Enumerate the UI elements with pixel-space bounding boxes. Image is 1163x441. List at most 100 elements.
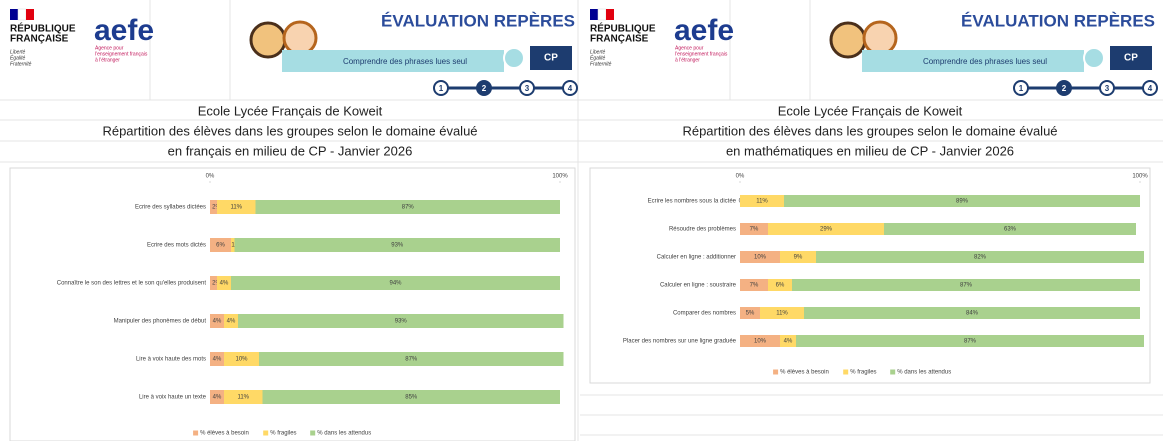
flag-white: [598, 9, 606, 20]
data-label: 93%: [391, 243, 404, 249]
legend-label: % élèves à besoin: [200, 431, 249, 437]
y-tick-label: Placer des nombres sur une ligne graduée: [623, 339, 737, 345]
legend-swatch: [773, 370, 778, 375]
legend-label: % dans les attendus: [317, 431, 371, 437]
level-text: CP: [1124, 53, 1138, 64]
data-label: 94%: [389, 281, 402, 287]
data-label: 6%: [216, 243, 225, 249]
data-label: 87%: [402, 205, 415, 211]
level-text: CP: [544, 53, 558, 64]
data-label: 10%: [754, 255, 767, 261]
data-label: 10%: [754, 339, 767, 345]
data-label: 5%: [746, 311, 755, 317]
legend-label: % fragiles: [270, 431, 296, 437]
data-label: 82%: [974, 255, 987, 261]
legend-label: % fragiles: [850, 370, 876, 376]
banner-text: Comprendre des phrases lues seul: [343, 57, 467, 66]
chart-title: Répartition des élèves dans les groupes …: [682, 123, 1057, 138]
illustration: [284, 22, 316, 54]
icon: [1084, 48, 1104, 68]
step-number: 4: [1148, 84, 1153, 93]
data-label: 63%: [1004, 227, 1017, 233]
data-label: 11%: [230, 205, 242, 211]
legend-label: % dans les attendus: [897, 370, 951, 376]
data-label: 93%: [395, 319, 408, 325]
y-tick-label: Ecrire des mots dictés: [147, 243, 206, 249]
data-label: 4%: [220, 281, 229, 287]
data-label: 11%: [237, 395, 249, 401]
step-number: 1: [439, 84, 444, 93]
y-tick-label: Calculer en ligne : additionner: [657, 255, 736, 261]
illustration: [864, 22, 896, 54]
y-tick-label: Ecrire les nombres sous la dictée: [648, 199, 737, 205]
step-number: 2: [482, 84, 487, 93]
flag-white: [18, 9, 26, 20]
icon: [504, 48, 524, 68]
data-label: 85%: [405, 395, 418, 401]
x-tick-label: 0%: [736, 174, 745, 180]
y-tick-label: Lire à voix haute un texte: [139, 395, 207, 401]
y-tick-label: Résoudre des problèmes: [669, 227, 736, 233]
data-label: 87%: [964, 339, 977, 345]
flag-red: [606, 9, 614, 20]
motto-text: Égalité: [590, 54, 606, 61]
illustration: [251, 23, 285, 57]
data-label: 4%: [213, 319, 222, 325]
logo: aefe: [674, 14, 734, 47]
legend-swatch: [263, 431, 268, 436]
republic-text: FRANÇAISE: [10, 34, 69, 45]
y-tick-label: Connaître le son des lettres et le son q…: [57, 281, 207, 287]
data-label: 89%: [956, 199, 969, 205]
flag-blue: [590, 9, 598, 20]
x-tick-label: 100%: [1132, 174, 1148, 180]
data-label: 11%: [756, 199, 768, 205]
republic-text: FRANÇAISE: [590, 34, 649, 45]
school-name: Ecole Lycée Français de Koweit: [198, 103, 383, 118]
y-tick-label: Calculer en ligne : soustraire: [660, 283, 737, 289]
heading: ÉVALUATION REPÈRES: [961, 11, 1155, 30]
school-name: Ecole Lycée Français de Koweit: [778, 103, 963, 118]
data-label: 6%: [776, 283, 785, 289]
motto-text: Égalité: [10, 54, 26, 61]
data-label: 11%: [776, 311, 788, 317]
data-label: 9%: [794, 255, 803, 261]
x-tick-label: 0%: [206, 174, 215, 180]
legend-swatch: [310, 431, 315, 436]
data-label: 4%: [784, 339, 793, 345]
data-label: 4%: [213, 395, 222, 401]
flag-blue: [10, 9, 18, 20]
motto-text: Fraternité: [590, 61, 612, 67]
data-label: 10%: [235, 357, 248, 363]
y-tick-label: Comparer des nombres: [673, 311, 736, 317]
data-label: 29%: [820, 227, 833, 233]
logo: aefe: [94, 14, 154, 47]
step-number: 3: [525, 84, 530, 93]
legend-swatch: [890, 370, 895, 375]
legend-label: % élèves à besoin: [780, 370, 829, 376]
y-tick-label: Manipuler des phonèmes de début: [114, 319, 207, 325]
data-label: 7%: [750, 227, 759, 233]
legend-swatch: [843, 370, 848, 375]
banner-text: Comprendre des phrases lues seul: [923, 57, 1047, 66]
agency-text: à l'étranger: [675, 57, 700, 63]
data-label: 87%: [405, 357, 418, 363]
heading: ÉVALUATION REPÈRES: [381, 11, 575, 30]
y-tick-label: Ecrire des syllabes dictées: [135, 205, 206, 211]
data-label: 4%: [227, 319, 236, 325]
data-label: 87%: [960, 283, 973, 289]
step-number: 2: [1062, 84, 1067, 93]
illustration: [831, 23, 865, 57]
legend-swatch: [193, 431, 198, 436]
chart-title: en mathématiques en milieu de CP - Janvi…: [726, 143, 1014, 158]
data-label: 84%: [966, 311, 979, 317]
flag-red: [26, 9, 34, 20]
step-number: 4: [568, 84, 573, 93]
x-tick-label: 100%: [552, 174, 568, 180]
agency-text: à l'étranger: [95, 57, 120, 63]
step-number: 3: [1105, 84, 1110, 93]
chart-title: Répartition des élèves dans les groupes …: [102, 123, 477, 138]
y-tick-label: Lire à voix haute des mots: [136, 357, 206, 363]
data-label: 4%: [213, 357, 222, 363]
data-label: 7%: [750, 283, 759, 289]
chart-title: en français en milieu de CP - Janvier 20…: [168, 143, 413, 158]
